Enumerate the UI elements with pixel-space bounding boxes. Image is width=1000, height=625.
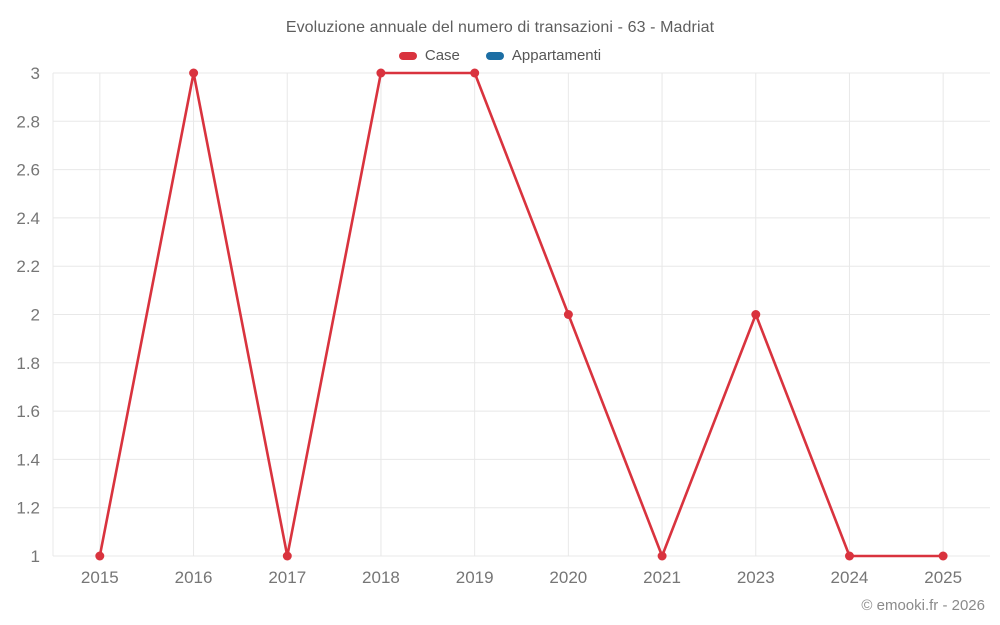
y-tick-label: 1 [31,547,40,566]
x-tick-label: 2016 [175,568,213,587]
data-point-case-2019[interactable] [470,68,480,78]
legend-label-case: Case [424,47,460,64]
data-point-case-2021[interactable] [657,551,667,561]
legend-item-case[interactable]: Case [398,47,460,64]
data-point-case-2017[interactable] [282,551,292,561]
y-tick-label: 1.8 [16,354,40,373]
y-tick-label: 2.6 [16,161,40,180]
legend-item-appartamenti[interactable]: Appartamenti [485,47,602,64]
x-tick-label: 2024 [831,568,869,587]
y-tick-label: 2.8 [16,112,40,131]
legend: Case Appartamenti [0,47,1000,64]
data-point-case-2025[interactable] [938,551,948,561]
x-tick-label: 2019 [456,568,494,587]
data-point-case-2024[interactable] [845,551,854,561]
y-tick-label: 2 [31,306,40,325]
legend-swatch-appartamenti-icon [485,51,504,60]
x-tick-label: 2017 [268,568,306,587]
data-point-case-2018[interactable] [376,68,386,78]
x-tick-label: 2015 [81,568,119,587]
y-tick-label: 1.4 [16,450,40,469]
data-point-case-2023[interactable] [751,310,761,319]
legend-swatch-case-icon [398,51,417,60]
x-tick-label: 2025 [924,568,962,587]
data-point-case-2020[interactable] [563,310,573,319]
x-tick-label: 2020 [549,568,587,587]
data-point-case-2015[interactable] [95,551,105,561]
data-point-case-2016[interactable] [189,68,199,78]
y-tick-label: 3 [31,64,40,83]
x-tick-label: 2018 [362,568,400,587]
legend-label-appartamenti: Appartamenti [511,47,602,64]
x-tick-label: 2021 [643,568,681,587]
chart-title: Evoluzione annuale del numero di transaz… [285,19,715,36]
series-line-case [98,71,945,558]
x-tick-label: 2023 [737,568,775,587]
credit-text: © emooki.fr - 2026 [861,597,985,614]
y-tick-label: 2.2 [16,257,40,276]
y-tick-label: 1.6 [16,402,40,421]
y-tick-label: 2.4 [16,209,40,228]
y-tick-label: 1.2 [16,499,40,518]
